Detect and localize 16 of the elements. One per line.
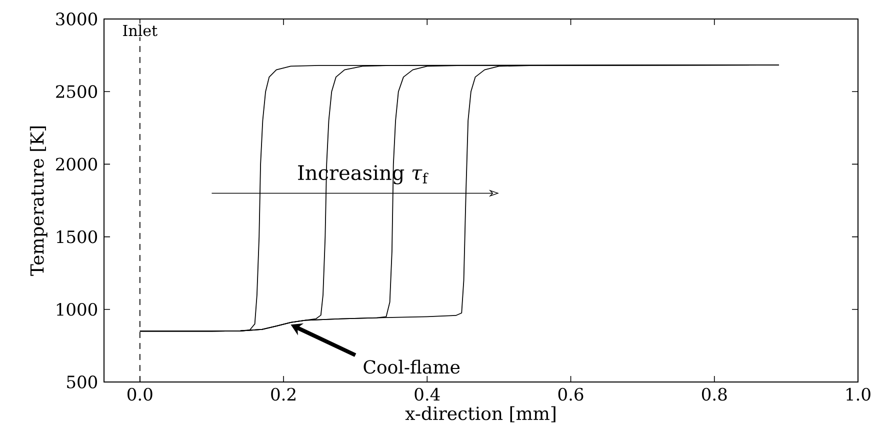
x-tick-label: 0.2	[271, 388, 296, 401]
y-axis-title: Temperature [K]	[30, 126, 48, 276]
y-tick-label: 1500	[56, 230, 98, 244]
y-tick-label: 1000	[56, 302, 98, 316]
x-tick-label: 0.4	[414, 388, 440, 401]
x-tick-label: 1.0	[846, 388, 870, 401]
x-tick-label: 0.8	[702, 388, 727, 401]
x-axis-title: x-direction [mm]	[405, 406, 556, 422]
ref-line-label: Inlet	[123, 24, 158, 36]
y-tick-label: 500	[67, 376, 98, 388]
y-tick-label: 2500	[56, 85, 98, 98]
y-tick-label: 3000	[56, 12, 98, 26]
y-tick-label: 2000	[56, 158, 98, 171]
x-tick-label: 0.0	[128, 388, 152, 401]
annotation: Cool-flame	[364, 360, 460, 374]
x-tick-label: 0.6	[558, 388, 584, 401]
